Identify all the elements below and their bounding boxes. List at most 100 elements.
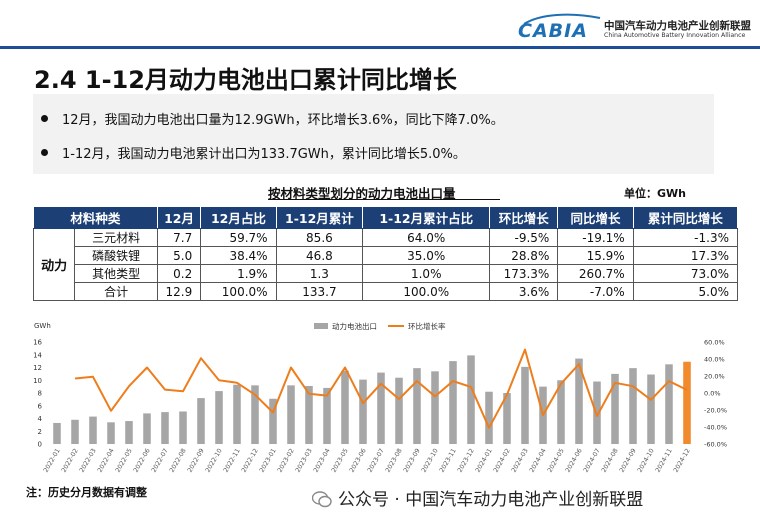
header-rule — [0, 46, 760, 49]
x-tick-label: 2023-02 — [277, 448, 296, 474]
table-cell: -7.0% — [557, 282, 634, 301]
chart-bar — [269, 398, 277, 444]
chart-bar — [107, 422, 115, 444]
table-cell: 35.0% — [362, 246, 491, 265]
growth-rate-line — [74, 348, 688, 429]
table-header: 材料种类 — [33, 206, 158, 229]
chart-bar — [413, 368, 421, 444]
chart-bar — [557, 380, 565, 444]
chart-bar — [575, 358, 583, 444]
x-tick-label: 2022-10 — [205, 448, 224, 474]
x-tick-label: 2022-03 — [79, 448, 98, 474]
x-tick-label: 2023-08 — [385, 448, 404, 474]
y-axis-unit-label: GWh — [34, 322, 51, 330]
right-tick-label: 40.0% — [704, 356, 725, 364]
x-tick-label: 2022-06 — [133, 448, 152, 474]
chart-bar — [395, 377, 403, 444]
x-tick-label: 2023-01 — [259, 448, 278, 474]
bullet-dot-icon — [41, 115, 48, 122]
org-name-cn: 中国汽车动力电池产业创新联盟 — [604, 20, 751, 32]
watermark-text: 公众号 · 中国汽车动力电池产业创新联盟 — [338, 490, 644, 510]
left-tick-label: 12 — [33, 364, 42, 372]
x-tick-label: 2023-04 — [313, 448, 332, 474]
x-tick-label: 2023-10 — [421, 448, 440, 474]
table-row: 其他类型 0.2 1.9% 1.3 1.0% 173.3% 260.7% 73.… — [34, 264, 739, 283]
table-cell: 100.0% — [200, 282, 277, 301]
x-tick-label: 2023-05 — [331, 448, 350, 474]
header-logo: CABIA 中国汽车动力电池产业创新联盟 China Automotive Ba… — [518, 12, 758, 44]
chart-bar — [215, 391, 223, 444]
watermark: 公众号 · 中国汽车动力电池产业创新联盟 — [311, 485, 644, 510]
table-row: 动力 三元材料 7.7 59.7% 85.6 64.0% -9.5% -19.1… — [32, 228, 739, 301]
chart-bar — [467, 355, 475, 444]
table-title: 按材料类型划分的动力电池出口量 — [268, 186, 456, 201]
x-tick-label: 2024-01 — [475, 448, 494, 474]
x-tick-label: 2024-04 — [529, 448, 548, 474]
chart-bar — [683, 361, 691, 444]
chart-bar — [593, 381, 601, 444]
table-header: 累计同比增长 — [632, 206, 739, 229]
left-tick-label: 8 — [38, 390, 42, 398]
table-cell: 73.0% — [632, 264, 739, 283]
page-title: 2.4 1-12月动力电池出口累计同比增长 — [34, 66, 457, 94]
table-cell: 合计 — [74, 282, 158, 301]
summary-bullet: 1-12月，我国动力电池累计出口为133.7GWh，累计同比增长5.0%。 — [41, 143, 466, 162]
table-header: 1-12月累计占比 — [362, 206, 491, 229]
chart-bar — [377, 372, 385, 444]
x-tick-label: 2024-03 — [511, 448, 530, 474]
chart-bar — [125, 421, 133, 444]
chart-bar — [665, 364, 673, 444]
chart-bar — [305, 385, 313, 444]
right-tick-label: -40.0% — [704, 424, 727, 432]
chart-bar — [71, 419, 79, 444]
table-unit: 单位：GWh — [624, 187, 686, 200]
chart-bar — [611, 373, 619, 444]
x-tick-label: 2022-07 — [151, 448, 170, 474]
summary-text: 12月，我国动力电池出口量为12.9GWh，环比增长3.6%，同比下降7.0%。 — [62, 113, 504, 128]
chart-bar — [449, 361, 457, 444]
table-cell: 7.7 — [156, 228, 202, 247]
x-tick-label: 2024-06 — [565, 448, 584, 474]
table-row: 合计 12.9 100.0% 133.7 100.0% 3.6% -7.0% 5… — [34, 282, 739, 301]
chart-bar — [629, 368, 637, 444]
x-tick-label: 2023-03 — [295, 448, 314, 474]
table-cell: 5.0% — [632, 282, 739, 301]
left-tick-label: 4 — [38, 415, 43, 423]
table-cell: 5.0 — [156, 246, 202, 265]
table-cell: 15.9% — [557, 246, 634, 265]
table-cell: 3.6% — [489, 282, 559, 301]
right-tick-label: -20.0% — [704, 407, 727, 415]
left-tick-label: 16 — [33, 339, 42, 347]
x-tick-label: 2023-07 — [367, 448, 386, 474]
left-tick-label: 0 — [38, 441, 42, 449]
chart-bar — [197, 398, 205, 444]
table-cell: 三元材料 — [74, 228, 158, 247]
table-cell: -9.5% — [489, 228, 559, 247]
table-cell: 17.3% — [632, 246, 739, 265]
table-row: 磷酸铁锂 5.0 38.4% 46.8 35.0% 28.8% 15.9% 17… — [34, 246, 739, 265]
table-header: 12月 — [156, 206, 202, 229]
group-cell: 动力 — [32, 228, 76, 301]
export-chart: GWh 0 2 4 6 8 10 12 14 16 -60.0% -40.0% -20.0% 0.0% 2… — [33, 321, 727, 474]
x-tick-label: 2024-05 — [547, 448, 566, 474]
x-tick-label: 2022-02 — [61, 448, 80, 474]
logo-swoosh-icon — [523, 13, 601, 25]
left-tick-label: 6 — [38, 402, 43, 410]
right-tick-label: 60.0% — [704, 339, 725, 347]
chart-bar — [647, 374, 655, 444]
x-tick-label: 2022-09 — [187, 448, 206, 474]
table-cell: 其他类型 — [74, 264, 158, 283]
summary-text: 1-12月，我国动力电池累计出口为133.7GWh，累计同比增长5.0%。 — [62, 147, 466, 162]
table-cell: 133.7 — [275, 282, 364, 301]
x-tick-label: 2022-11 — [223, 448, 242, 474]
logo-text: CABIA — [518, 20, 588, 42]
x-tick-label: 2024-02 — [493, 448, 512, 474]
table-cell: 59.7% — [200, 228, 277, 247]
left-tick-label: 10 — [33, 377, 42, 385]
right-tick-label: 20.0% — [704, 373, 725, 381]
table-cell: 85.6 — [275, 228, 364, 247]
table-cell: 磷酸铁锂 — [74, 246, 158, 265]
chart-bar — [251, 385, 259, 444]
x-tick-label: 2022-05 — [115, 448, 134, 474]
x-tick-label: 2023-09 — [403, 448, 422, 474]
